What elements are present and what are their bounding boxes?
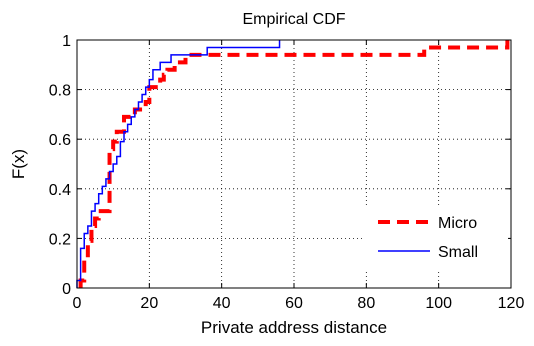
x-axis-label: Private address distance — [201, 318, 387, 337]
grid-lines — [77, 40, 511, 288]
x-tick-label: 20 — [140, 295, 158, 312]
x-tick-label: 100 — [425, 295, 452, 312]
y-tick-label: 1 — [62, 33, 71, 50]
x-tick-label: 60 — [285, 295, 303, 312]
legend: Micro Small — [364, 205, 508, 270]
y-tick-label: 0.6 — [49, 132, 71, 149]
x-tick-label: 40 — [213, 295, 231, 312]
legend-label-small: Small — [438, 244, 478, 261]
legend-box — [364, 205, 508, 270]
x-tick-label: 0 — [73, 295, 82, 312]
axis-ticks: 0 20 40 60 80 100 120 0 0.2 0.4 0.6 0.8 1 — [49, 33, 525, 312]
legend-label-micro: Micro — [438, 215, 477, 232]
x-tick-label: 120 — [498, 295, 525, 312]
y-tick-label: 0.8 — [49, 83, 71, 100]
chart-title: Empirical CDF — [242, 11, 345, 28]
y-tick-label: 0.4 — [49, 182, 71, 199]
y-tick-label: 0.2 — [49, 231, 71, 248]
x-tick-label: 80 — [357, 295, 375, 312]
y-tick-label: 0 — [62, 281, 71, 298]
series-line-micro — [78, 40, 510, 288]
y-axis-label: F(x) — [9, 149, 28, 179]
series-group — [76, 40, 510, 288]
series-line-small — [76, 40, 281, 288]
